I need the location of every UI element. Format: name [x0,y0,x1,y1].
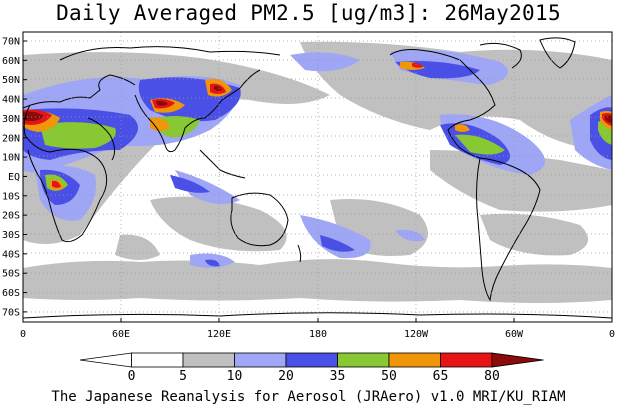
lat-label: 10S [2,191,20,202]
colorbar-label: 10 [227,369,243,384]
lat-label: 40S [2,249,20,260]
lon-label: 60W [505,329,524,340]
lat-label: 50N [2,75,20,86]
lat-label: 10N [2,153,20,164]
colorbar-label: 65 [433,369,449,384]
lat-label: 20S [2,211,20,222]
lat-label: 60S [2,288,20,299]
colorbar-label: 50 [381,369,397,384]
colorbar-bin [337,352,390,368]
longitude-labels: 0 60E 120E 180 120W 60W 0 [20,318,615,340]
colorbar-bin [285,352,338,368]
lon-label: 120W [404,329,429,340]
lat-label: 70N [2,37,20,48]
colorbar-label: 80 [484,369,500,384]
map-title: Daily Averaged PM2.5 [ug/m3]: 26May2015 [56,1,561,25]
lat-label: 30N [2,114,20,125]
colorbar-label: 20 [278,369,294,384]
colorbar-label: 5 [179,369,187,384]
lat-label: 30S [2,230,20,241]
colorbar-bin [491,352,544,368]
lat-label: EQ [8,172,20,183]
footer-credit: The Japanese Reanalysis for Aerosol (JRA… [51,389,566,405]
lon-label: 0 [20,329,26,340]
colorbar-label: 35 [330,369,346,384]
colorbar-bin [182,352,235,368]
colorbar-bin [79,352,132,368]
colorbar-bin [131,352,184,368]
lat-label: 40N [2,95,20,106]
colorbar-label: 0 [128,369,136,384]
colorbar-bin [234,352,287,368]
lat-label: 20N [2,133,20,144]
lat-label: 60N [2,56,20,67]
colorbar-bin [440,352,493,368]
concentration-field [23,32,612,322]
latitude-labels: 70N 60N 50N 40N 30N 20N 10N EQ 10S 20S 30S 40S 50S 60… [2,37,27,318]
lat-label: 70S [2,307,20,318]
lon-label: 180 [309,329,327,340]
lon-label: 120E [207,329,231,340]
lon-label: 60E [112,329,130,340]
lat-label: 50S [2,269,20,280]
colorbar-bin [388,352,441,368]
colorbar: 0 5 10 20 35 50 65 80 [79,352,544,384]
lon-label: 0 [609,329,615,340]
